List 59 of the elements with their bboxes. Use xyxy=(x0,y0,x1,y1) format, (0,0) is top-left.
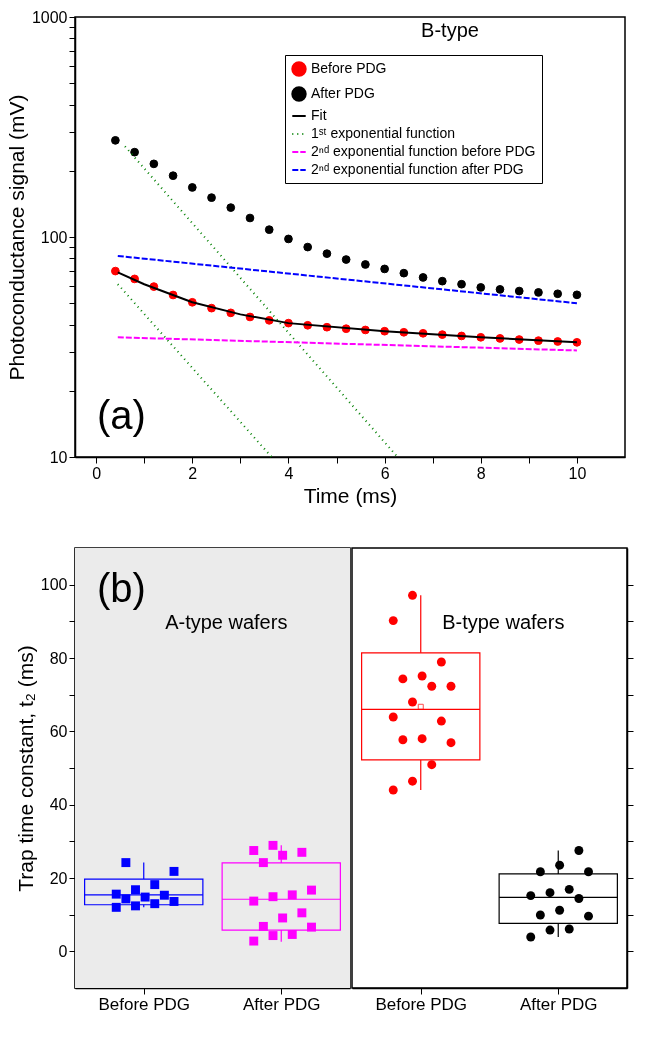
x-tick-label: 10 xyxy=(568,464,587,482)
y-tick-label: 10 xyxy=(49,448,68,466)
x-tick-label: Before PDG xyxy=(375,994,468,1014)
x-tick-label: Before PDG xyxy=(98,994,191,1014)
point xyxy=(207,193,216,202)
y-tick-label: 0 xyxy=(58,942,68,960)
point xyxy=(303,242,313,252)
y-tick-label: 100 xyxy=(40,228,68,246)
point xyxy=(495,285,505,294)
point xyxy=(418,273,428,282)
point xyxy=(399,268,409,278)
point xyxy=(437,276,447,286)
legend-label: Before PDG xyxy=(311,60,387,76)
legend-label: 2ⁿᵈ exponential function after PDG xyxy=(311,161,524,177)
point xyxy=(572,290,582,300)
x-tick-label: After PDG xyxy=(520,994,598,1014)
point xyxy=(514,286,524,296)
x-tick-label: After PDG xyxy=(243,994,321,1014)
point xyxy=(187,183,197,192)
point xyxy=(361,260,370,269)
annotation: (a) xyxy=(97,393,146,437)
point xyxy=(322,249,332,259)
point xyxy=(380,264,389,274)
point xyxy=(553,289,563,299)
y-tick-label: 20 xyxy=(49,869,68,887)
y-tick-label: 1000 xyxy=(31,8,68,26)
annotation: A-type wafers xyxy=(165,611,288,633)
point xyxy=(149,159,159,169)
legend-label: 2ⁿᵈ exponential function before PDG xyxy=(311,143,536,159)
point xyxy=(226,203,236,212)
annotation: B-type wafers xyxy=(442,611,565,633)
y-tick-label: 100 xyxy=(40,576,68,594)
x-tick-label: 6 xyxy=(380,464,390,482)
x-tick-label: 8 xyxy=(476,464,486,482)
point xyxy=(111,135,120,145)
point xyxy=(457,279,466,289)
x-tick-label: 4 xyxy=(284,464,294,482)
x-axis-title: Time (ms) xyxy=(303,483,398,507)
annotation: B-type xyxy=(421,19,479,41)
y-tick-label: 60 xyxy=(49,722,68,740)
x-tick-label: 0 xyxy=(92,464,102,482)
y-axis-title: Trap time constant, t₂ (ms) xyxy=(13,645,37,892)
y-tick-label: 80 xyxy=(49,649,68,667)
legend-label: After PDG xyxy=(311,85,375,101)
legend-label: Fit xyxy=(311,107,327,123)
point xyxy=(284,234,293,244)
point xyxy=(476,283,486,292)
point xyxy=(341,255,351,264)
x-tick-label: 2 xyxy=(188,464,198,482)
annotation: (b) xyxy=(97,566,146,610)
y-axis-title: Photoconductance signal (mV) xyxy=(4,94,28,381)
point xyxy=(111,266,120,276)
legend-label: 1ˢᵗ exponential function xyxy=(311,125,456,141)
point xyxy=(168,171,178,181)
point xyxy=(534,288,543,297)
point xyxy=(130,147,139,157)
y-tick-label: 40 xyxy=(49,796,68,814)
point xyxy=(245,213,255,223)
point xyxy=(264,225,274,235)
